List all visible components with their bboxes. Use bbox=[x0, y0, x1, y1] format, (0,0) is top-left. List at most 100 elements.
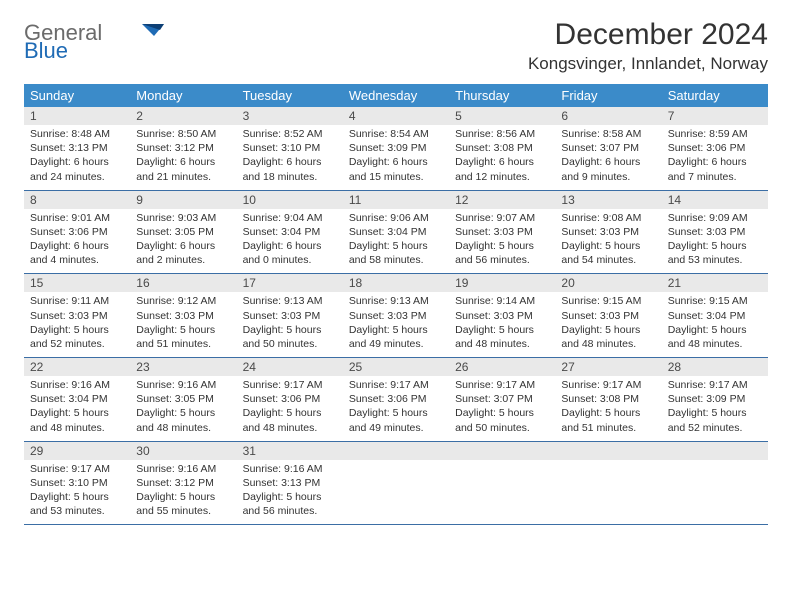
calendar-cell: 9Sunrise: 9:03 AMSunset: 3:05 PMDaylight… bbox=[130, 190, 236, 274]
sunrise-text: Sunrise: 8:54 AM bbox=[349, 127, 443, 141]
day-details bbox=[449, 460, 555, 524]
day-details bbox=[662, 460, 768, 524]
day-details: Sunrise: 8:59 AMSunset: 3:06 PMDaylight:… bbox=[662, 125, 768, 190]
daylight-text-2: and 55 minutes. bbox=[136, 504, 230, 518]
day-number: 15 bbox=[24, 274, 130, 292]
day-number: 12 bbox=[449, 191, 555, 209]
daylight-text-1: Daylight: 5 hours bbox=[243, 406, 337, 420]
daylight-text-2: and 48 minutes. bbox=[455, 337, 549, 351]
sunrise-text: Sunrise: 9:11 AM bbox=[30, 294, 124, 308]
day-number: 24 bbox=[237, 358, 343, 376]
sunrise-text: Sunrise: 9:13 AM bbox=[243, 294, 337, 308]
daylight-text-2: and 48 minutes. bbox=[30, 421, 124, 435]
day-number: 26 bbox=[449, 358, 555, 376]
sunset-text: Sunset: 3:13 PM bbox=[30, 141, 124, 155]
sunset-text: Sunset: 3:10 PM bbox=[243, 141, 337, 155]
sunset-text: Sunset: 3:03 PM bbox=[561, 309, 655, 323]
sunset-text: Sunset: 3:06 PM bbox=[668, 141, 762, 155]
weekday-header: Sunday bbox=[24, 84, 130, 107]
calendar-cell: 17Sunrise: 9:13 AMSunset: 3:03 PMDayligh… bbox=[237, 274, 343, 358]
day-number: 28 bbox=[662, 358, 768, 376]
sunrise-text: Sunrise: 8:58 AM bbox=[561, 127, 655, 141]
calendar-cell: 4Sunrise: 8:54 AMSunset: 3:09 PMDaylight… bbox=[343, 107, 449, 190]
day-number: 13 bbox=[555, 191, 661, 209]
day-details: Sunrise: 9:06 AMSunset: 3:04 PMDaylight:… bbox=[343, 209, 449, 274]
day-number: 4 bbox=[343, 107, 449, 125]
calendar-cell: 11Sunrise: 9:06 AMSunset: 3:04 PMDayligh… bbox=[343, 190, 449, 274]
weekday-header-row: Sunday Monday Tuesday Wednesday Thursday… bbox=[24, 84, 768, 107]
daylight-text-1: Daylight: 5 hours bbox=[349, 323, 443, 337]
daylight-text-2: and 52 minutes. bbox=[668, 421, 762, 435]
sunrise-text: Sunrise: 9:17 AM bbox=[561, 378, 655, 392]
daylight-text-1: Daylight: 6 hours bbox=[243, 239, 337, 253]
calendar-cell: 14Sunrise: 9:09 AMSunset: 3:03 PMDayligh… bbox=[662, 190, 768, 274]
day-number: 25 bbox=[343, 358, 449, 376]
sunrise-text: Sunrise: 8:50 AM bbox=[136, 127, 230, 141]
day-details: Sunrise: 9:17 AMSunset: 3:08 PMDaylight:… bbox=[555, 376, 661, 441]
sunrise-text: Sunrise: 9:16 AM bbox=[136, 462, 230, 476]
daylight-text-1: Daylight: 6 hours bbox=[136, 155, 230, 169]
daylight-text-1: Daylight: 6 hours bbox=[455, 155, 549, 169]
sunset-text: Sunset: 3:12 PM bbox=[136, 141, 230, 155]
calendar-cell: 13Sunrise: 9:08 AMSunset: 3:03 PMDayligh… bbox=[555, 190, 661, 274]
calendar-cell: 15Sunrise: 9:11 AMSunset: 3:03 PMDayligh… bbox=[24, 274, 130, 358]
day-number: 23 bbox=[130, 358, 236, 376]
sunrise-text: Sunrise: 9:06 AM bbox=[349, 211, 443, 225]
day-number: 8 bbox=[24, 191, 130, 209]
day-details: Sunrise: 9:11 AMSunset: 3:03 PMDaylight:… bbox=[24, 292, 130, 357]
sunrise-text: Sunrise: 9:17 AM bbox=[455, 378, 549, 392]
daylight-text-1: Daylight: 6 hours bbox=[136, 239, 230, 253]
calendar-cell bbox=[555, 441, 661, 525]
day-details: Sunrise: 9:03 AMSunset: 3:05 PMDaylight:… bbox=[130, 209, 236, 274]
day-number: 16 bbox=[130, 274, 236, 292]
sunset-text: Sunset: 3:04 PM bbox=[668, 309, 762, 323]
sunrise-text: Sunrise: 9:13 AM bbox=[349, 294, 443, 308]
calendar-cell: 30Sunrise: 9:16 AMSunset: 3:12 PMDayligh… bbox=[130, 441, 236, 525]
calendar-row: 22Sunrise: 9:16 AMSunset: 3:04 PMDayligh… bbox=[24, 358, 768, 442]
sunset-text: Sunset: 3:03 PM bbox=[30, 309, 124, 323]
day-details bbox=[555, 460, 661, 524]
daylight-text-2: and 48 minutes. bbox=[561, 337, 655, 351]
daylight-text-2: and 12 minutes. bbox=[455, 170, 549, 184]
day-details: Sunrise: 9:16 AMSunset: 3:05 PMDaylight:… bbox=[130, 376, 236, 441]
daylight-text-2: and 48 minutes. bbox=[243, 421, 337, 435]
day-details: Sunrise: 9:07 AMSunset: 3:03 PMDaylight:… bbox=[449, 209, 555, 274]
day-number: 20 bbox=[555, 274, 661, 292]
sunset-text: Sunset: 3:08 PM bbox=[455, 141, 549, 155]
sunset-text: Sunset: 3:07 PM bbox=[455, 392, 549, 406]
sunrise-text: Sunrise: 9:07 AM bbox=[455, 211, 549, 225]
sunset-text: Sunset: 3:09 PM bbox=[349, 141, 443, 155]
daylight-text-2: and 9 minutes. bbox=[561, 170, 655, 184]
calendar-cell: 31Sunrise: 9:16 AMSunset: 3:13 PMDayligh… bbox=[237, 441, 343, 525]
daylight-text-2: and 56 minutes. bbox=[243, 504, 337, 518]
calendar-cell: 5Sunrise: 8:56 AMSunset: 3:08 PMDaylight… bbox=[449, 107, 555, 190]
weekday-header: Monday bbox=[130, 84, 236, 107]
sunrise-text: Sunrise: 9:01 AM bbox=[30, 211, 124, 225]
sunrise-text: Sunrise: 9:14 AM bbox=[455, 294, 549, 308]
calendar-cell: 7Sunrise: 8:59 AMSunset: 3:06 PMDaylight… bbox=[662, 107, 768, 190]
weekday-header: Thursday bbox=[449, 84, 555, 107]
daylight-text-2: and 2 minutes. bbox=[136, 253, 230, 267]
day-number: 17 bbox=[237, 274, 343, 292]
sunrise-text: Sunrise: 8:48 AM bbox=[30, 127, 124, 141]
daylight-text-2: and 18 minutes. bbox=[243, 170, 337, 184]
daylight-text-2: and 4 minutes. bbox=[30, 253, 124, 267]
sunset-text: Sunset: 3:03 PM bbox=[561, 225, 655, 239]
sunset-text: Sunset: 3:05 PM bbox=[136, 225, 230, 239]
sunset-text: Sunset: 3:08 PM bbox=[561, 392, 655, 406]
calendar-cell: 20Sunrise: 9:15 AMSunset: 3:03 PMDayligh… bbox=[555, 274, 661, 358]
day-number: 31 bbox=[237, 442, 343, 460]
day-details: Sunrise: 9:17 AMSunset: 3:07 PMDaylight:… bbox=[449, 376, 555, 441]
daylight-text-2: and 48 minutes. bbox=[136, 421, 230, 435]
sunset-text: Sunset: 3:06 PM bbox=[30, 225, 124, 239]
title-block: December 2024 Kongsvinger, Innlandet, No… bbox=[528, 18, 768, 74]
sunset-text: Sunset: 3:03 PM bbox=[455, 309, 549, 323]
sunrise-text: Sunrise: 9:12 AM bbox=[136, 294, 230, 308]
daylight-text-2: and 54 minutes. bbox=[561, 253, 655, 267]
daylight-text-2: and 52 minutes. bbox=[30, 337, 124, 351]
daylight-text-1: Daylight: 5 hours bbox=[455, 323, 549, 337]
sunrise-text: Sunrise: 8:59 AM bbox=[668, 127, 762, 141]
day-details: Sunrise: 9:09 AMSunset: 3:03 PMDaylight:… bbox=[662, 209, 768, 274]
daylight-text-2: and 15 minutes. bbox=[349, 170, 443, 184]
calendar-cell: 21Sunrise: 9:15 AMSunset: 3:04 PMDayligh… bbox=[662, 274, 768, 358]
